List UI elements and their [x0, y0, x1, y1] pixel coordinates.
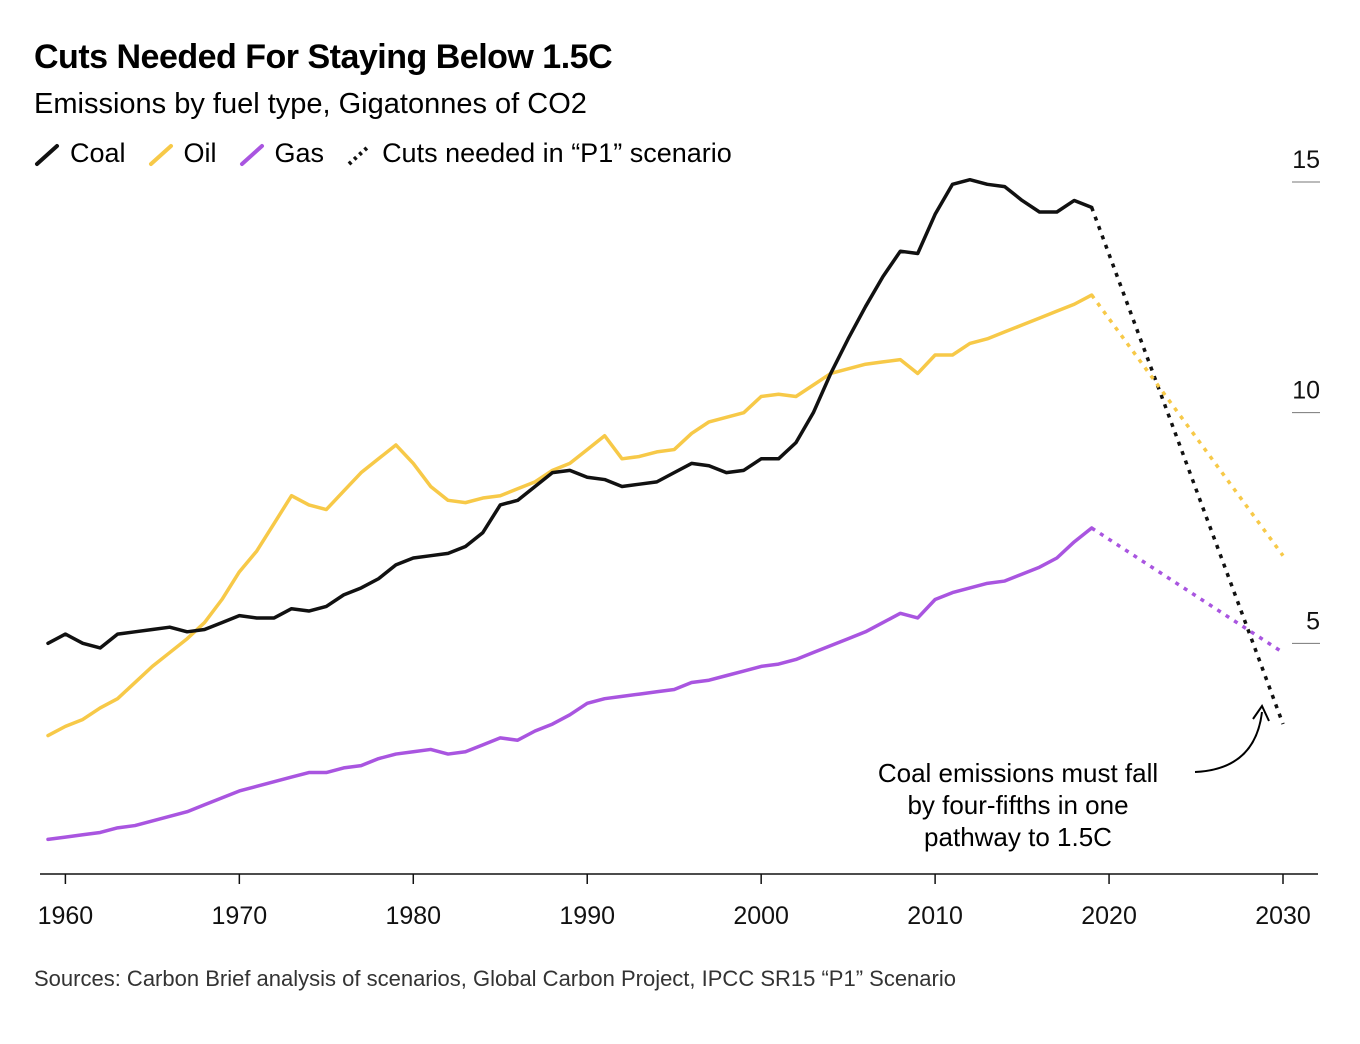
annotation-arrowhead — [1252, 703, 1270, 722]
x-tick-label-1960: 1960 — [38, 902, 94, 930]
x-tick-label-2010: 2010 — [907, 902, 963, 930]
annotation-arrow — [1194, 711, 1263, 773]
annotation-line-2: by four-fifths in one — [907, 790, 1128, 820]
axes: 1960 1970 1980 1990 2000 2010 2020 2030 5 10 15 — [38, 146, 1320, 930]
x-tick-label-2000: 2000 — [733, 902, 789, 930]
source-note: Sources: Carbon Brief analysis of scenar… — [34, 966, 956, 991]
legend-label-coal: Coal — [70, 138, 126, 168]
x-tick-label-1980: 1980 — [385, 902, 441, 930]
legend: Coal Oil Gas Cuts needed in “P1” scenari… — [34, 138, 754, 169]
x-tick-label-2030: 2030 — [1255, 902, 1311, 930]
annotation: Coal emissions must fall by four-fifths … — [878, 703, 1270, 852]
y-tick-label-15: 15 — [1292, 146, 1320, 174]
dotted-line-icon — [347, 144, 371, 165]
annotation-line-1: Coal emissions must fall — [878, 758, 1158, 788]
x-tick-label-1990: 1990 — [559, 902, 615, 930]
series-lines — [46, 177, 1285, 842]
projection-oil — [1090, 293, 1285, 557]
legend-item-cuts: Cuts needed in “P1” scenario — [346, 138, 732, 169]
gas-line-icon — [239, 143, 264, 166]
chart-subtitle: Emissions by fuel type, Gigatonnes of CO… — [34, 88, 587, 120]
legend-item-coal: Coal — [34, 138, 126, 169]
projection-coal — [1090, 206, 1285, 725]
chart-title: Cuts Needed For Staying Below 1.5C — [34, 38, 613, 76]
legend-label-gas: Gas — [274, 138, 325, 168]
legend-item-gas: Gas — [239, 138, 325, 169]
coal-line-icon — [35, 143, 59, 166]
series-gas — [46, 526, 1094, 842]
annotation-line-3: pathway to 1.5C — [924, 822, 1112, 852]
legend-item-oil: Oil — [148, 138, 217, 169]
legend-label-cuts: Cuts needed in “P1” scenario — [382, 138, 732, 168]
series-coal — [46, 177, 1094, 650]
legend-label-oil: Oil — [183, 138, 217, 168]
projection-gas — [1090, 526, 1284, 655]
x-tick-label-2020: 2020 — [1081, 902, 1137, 930]
x-tick-label-1970: 1970 — [212, 902, 268, 930]
y-tick-label-5: 5 — [1306, 607, 1320, 635]
y-tick-label-10: 10 — [1292, 377, 1320, 405]
oil-line-icon — [148, 143, 173, 166]
series-oil — [46, 293, 1094, 738]
